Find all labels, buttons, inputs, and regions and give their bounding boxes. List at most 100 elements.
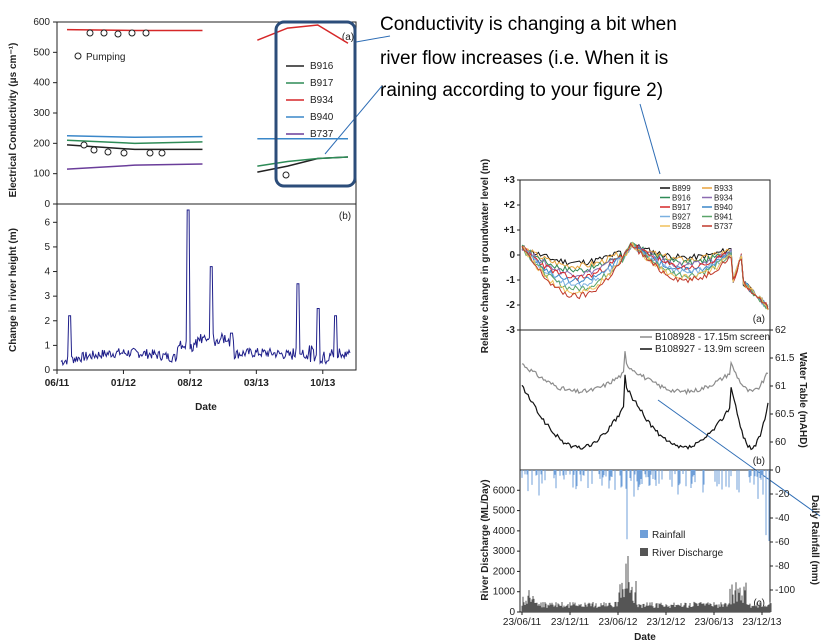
series-B934-left (66, 28, 203, 32)
legend-label: B928 (672, 222, 691, 231)
panel-left-b-frame (56, 203, 357, 371)
panel-right-c-xticks: 23/06/11 23/12/11 23/06/12 23/12/12 23/06/13… (503, 612, 782, 628)
ytick-label: 200 (33, 138, 50, 149)
pumping-marker (282, 171, 290, 179)
ytick-label: -100 (775, 585, 795, 596)
xtick-label: 03/13 (244, 378, 269, 389)
ytick-label: 62 (775, 325, 787, 336)
pumping-marker (142, 29, 150, 37)
series-B917-right (257, 156, 349, 167)
panel-left-a-ylabel: Electrical Conductivity (μs cm⁻¹) (8, 43, 19, 198)
ytick-label: 4000 (493, 526, 516, 537)
pumping-marker (104, 148, 112, 156)
panel-right-c-yticks-right: 0 -20 -40 -60 -80 -100 (770, 465, 795, 596)
pumping-marker (158, 149, 166, 157)
ytick-label: -20 (775, 489, 790, 500)
ytick-label: 3 (44, 291, 50, 302)
panel-right-b-series (521, 351, 769, 451)
ytick-label: +2 (504, 200, 516, 211)
pumping-marker (128, 29, 136, 37)
xtick-label: 01/12 (111, 378, 136, 389)
panel-right-c-ylabel: River Discharge (ML/Day) (480, 479, 491, 600)
ytick-label: 3000 (493, 546, 516, 557)
legend-label: B940 (310, 112, 334, 123)
legend-label: B737 (714, 222, 733, 231)
panel-left-b-xlabel: Date (195, 402, 217, 413)
xtick-label: 23/12/11 (551, 617, 590, 628)
series-B917-left (66, 139, 203, 145)
annotation-line-1: Conductivity is changing a bit when (380, 14, 677, 35)
gw-series-line (521, 241, 769, 311)
legend-label: Rainfall (652, 530, 685, 541)
series-B737-left (66, 163, 203, 170)
ytick-label: 0 (509, 250, 515, 261)
water-table-line (521, 374, 769, 451)
legend-label: B108928 - 17.15m screen (655, 332, 770, 343)
ytick-label: 60 (775, 437, 787, 448)
annotation-arrow-a (355, 35, 391, 43)
panel-right-a-yticks: +3 +2 +1 0 -1 -2 -3 (504, 175, 520, 336)
ytick-label: 0 (509, 607, 515, 618)
series-B940-left (66, 135, 203, 139)
pumping-marker (114, 30, 122, 38)
gw-series-line (521, 243, 769, 310)
ytick-label: -40 (775, 513, 790, 524)
legend-label: River Discharge (652, 548, 724, 559)
panel-right-a-legend: B899 B933 B916 B934 B917 B940 B927 B941 B928 B737 (660, 184, 733, 231)
annotation-arrow-d (657, 399, 821, 517)
ytick-label: 0 (44, 199, 50, 210)
panel-left-b-tag: (b) (339, 211, 351, 222)
legend-swatch (640, 530, 648, 538)
legend-label: B927 (672, 213, 691, 222)
panel-right-b-ylabel: Water Table (mAHD) (797, 352, 808, 448)
panel-left-b-ylabel: Change in river height (m) (8, 228, 19, 352)
ytick-label: -1 (506, 275, 515, 286)
pumping-legend-label: Pumping (86, 52, 125, 63)
pumping-marker (80, 141, 88, 149)
legend-label: B934 (310, 95, 334, 106)
xtick-label: 23/06/12 (599, 617, 638, 628)
pumping-marker (100, 29, 108, 37)
ytick-label: 0 (775, 465, 781, 476)
ytick-label: 5000 (493, 506, 516, 517)
ytick-label: +3 (504, 175, 516, 186)
pumping-marker-icon (74, 52, 82, 60)
xtick-label: 23/12/13 (743, 617, 782, 628)
pumping-marker (86, 29, 94, 37)
highlight-box (274, 20, 357, 188)
legend-label: B108927 - 13.9m screen (655, 344, 765, 355)
legend-label: B737 (310, 129, 334, 140)
ytick-label: 500 (33, 47, 50, 58)
ytick-label: 5 (44, 242, 50, 253)
annotation-line-3: raining according to your figure 2) (380, 80, 663, 101)
ytick-label: 2000 (493, 566, 516, 577)
ytick-label: 1000 (493, 587, 516, 598)
legend-label: B917 (672, 203, 691, 212)
ytick-label: 61 (775, 381, 787, 392)
ytick-label: 1 (44, 340, 50, 351)
ytick-label: 300 (33, 108, 50, 119)
legend-label: B916 (672, 194, 691, 203)
ytick-label: 100 (33, 169, 50, 180)
panel-right-a-tag: (a) (753, 314, 765, 325)
annotation-line-2: river flow increases (i.e. When it is (380, 48, 668, 69)
ytick-label: 0 (44, 365, 50, 376)
ytick-label: -3 (506, 325, 515, 336)
ytick-label: 6000 (493, 485, 516, 496)
panel-left-a-yticks: 0 100 200 300 400 500 600 (33, 17, 57, 210)
gw-series-line (521, 244, 769, 311)
panel-right-b-tag: (b) (753, 456, 765, 467)
panel-left-a-tag: (a) (342, 32, 354, 43)
panel-right-c-xlabel: Date (634, 632, 656, 643)
water-table-line (521, 351, 769, 396)
pumping-marker (90, 146, 98, 154)
xtick-label: 10/13 (310, 378, 335, 389)
ytick-label: 2 (44, 316, 50, 327)
legend-label: B934 (714, 194, 733, 203)
ytick-label: 6 (44, 217, 50, 228)
legend-label: B899 (672, 184, 691, 193)
legend-label: B941 (714, 213, 733, 222)
ytick-label: 61.5 (775, 353, 795, 364)
